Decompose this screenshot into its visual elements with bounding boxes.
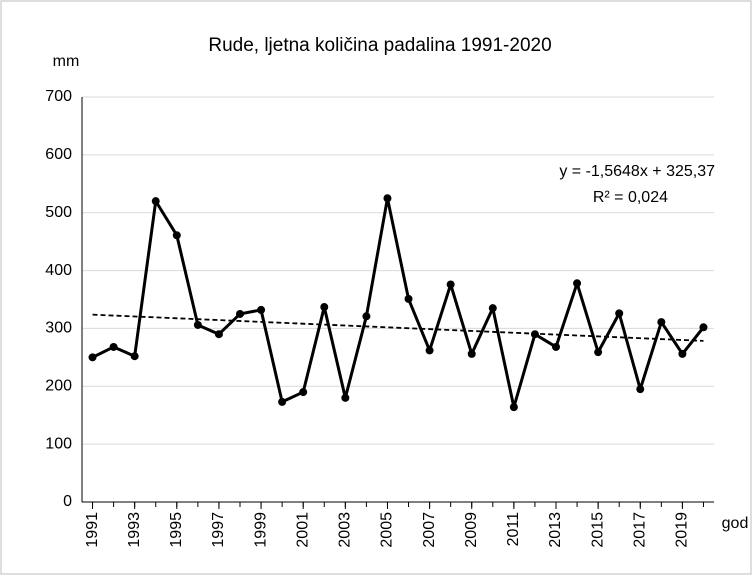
data-point: [678, 349, 687, 358]
data-point: [88, 353, 97, 362]
x-tick-label: 1995: [168, 512, 185, 548]
data-point: [257, 305, 266, 314]
data-point: [362, 312, 371, 321]
data-point: [109, 342, 118, 351]
x-tick-label: 2011: [505, 512, 522, 547]
x-tick-label: 1999: [252, 512, 269, 548]
x-tick-label: 1997: [210, 512, 227, 548]
series-line: [91, 196, 705, 409]
y-tick-label: 500: [45, 204, 72, 221]
data-point: [594, 348, 603, 357]
data-point: [657, 318, 666, 327]
data-point: [573, 279, 582, 288]
data-point: [552, 342, 560, 351]
x-tick-label: 2005: [379, 512, 396, 548]
x-tick-label: 2001: [294, 512, 311, 548]
data-point: [320, 303, 329, 312]
trend-line: [92, 313, 704, 342]
data-point: [530, 330, 539, 339]
data-point: [130, 352, 139, 361]
x-tick-label: 2015: [589, 512, 606, 548]
data-point: [383, 194, 392, 203]
data-point: [488, 304, 497, 313]
data-point: [404, 294, 413, 303]
y-tick-label: 600: [45, 146, 72, 163]
x-tick-label: 2019: [674, 512, 691, 548]
x-tick-label: 2017: [631, 512, 648, 548]
data-point: [172, 231, 181, 240]
y-axis-label: mm: [53, 53, 80, 70]
x-tick-label: 2003: [337, 512, 354, 548]
x-tick-label: 2009: [463, 512, 480, 548]
y-tick-label: 200: [45, 378, 72, 395]
x-tick-label: 2013: [547, 512, 564, 548]
data-point: [425, 346, 434, 355]
data-point: [299, 388, 308, 397]
y-tick-label: 0: [63, 493, 72, 510]
x-tick-label: 2007: [421, 512, 438, 548]
x-axis-label: god: [722, 515, 749, 532]
data-point: [509, 403, 518, 412]
chart-title: Rude, ljetna količina padalina 1991-2020: [208, 35, 551, 56]
x-tick-label: 1991: [84, 512, 101, 548]
data-point: [151, 197, 160, 206]
trend-equation: y = -1,5648x + 325,37: [559, 163, 715, 180]
data-point: [341, 393, 350, 402]
x-tick-label: 1993: [126, 512, 143, 548]
data-point: [236, 309, 244, 318]
data-point: [636, 385, 645, 394]
data-point: [193, 320, 202, 329]
y-tick-label: 700: [45, 88, 72, 105]
data-point: [699, 323, 708, 332]
data-point: [446, 280, 455, 289]
y-tick-label: 400: [45, 262, 72, 279]
y-tick-label: 300: [45, 320, 72, 337]
data-point: [615, 309, 624, 318]
data-point: [278, 397, 287, 406]
data-point: [214, 330, 223, 339]
y-tick-label: 100: [45, 435, 72, 452]
trend-r2: R² = 0,024: [593, 189, 668, 206]
data-point: [467, 349, 476, 358]
